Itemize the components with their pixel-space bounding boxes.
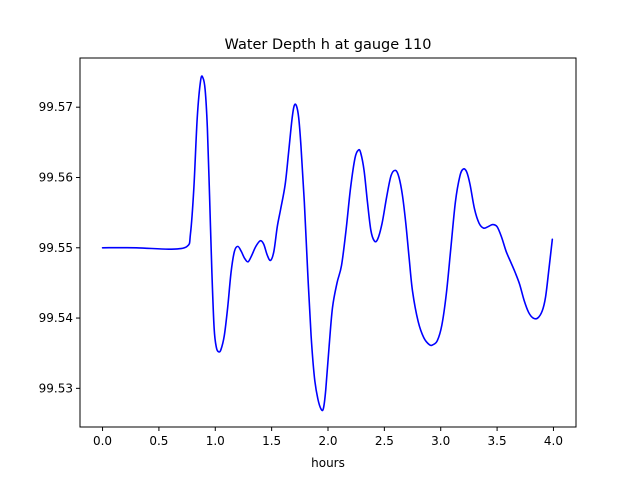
series-line	[101, 75, 554, 412]
y-tick-label: 99.56	[39, 170, 73, 184]
y-tick-label: 99.55	[39, 241, 73, 255]
x-tick-label: 1.5	[262, 434, 281, 448]
series-group	[101, 75, 554, 412]
chart-title: Water Depth h at gauge 110	[225, 37, 432, 53]
y-tick-label: 99.53	[39, 381, 73, 395]
x-tick-label: 4.0	[544, 434, 563, 448]
x-tick-label: 1.0	[206, 434, 225, 448]
x-tick-label: 0.5	[149, 434, 168, 448]
y-tick-label: 99.57	[39, 100, 73, 114]
x-tick-label: 2.0	[318, 434, 337, 448]
x-tick-label: 0.0	[93, 434, 112, 448]
y-tick-label: 99.54	[39, 311, 73, 325]
x-tick-label: 3.0	[431, 434, 450, 448]
x-tick-label: 3.5	[488, 434, 507, 448]
x-tick-label: 2.5	[375, 434, 394, 448]
y-axis: 99.53 99.54 99.55 99.56 99.57	[39, 100, 80, 395]
x-axis-label: hours	[311, 456, 345, 470]
x-axis: 0.0 0.5 1.0 1.5 2.0 2.5 3.0 3.5 4.0	[93, 427, 563, 448]
